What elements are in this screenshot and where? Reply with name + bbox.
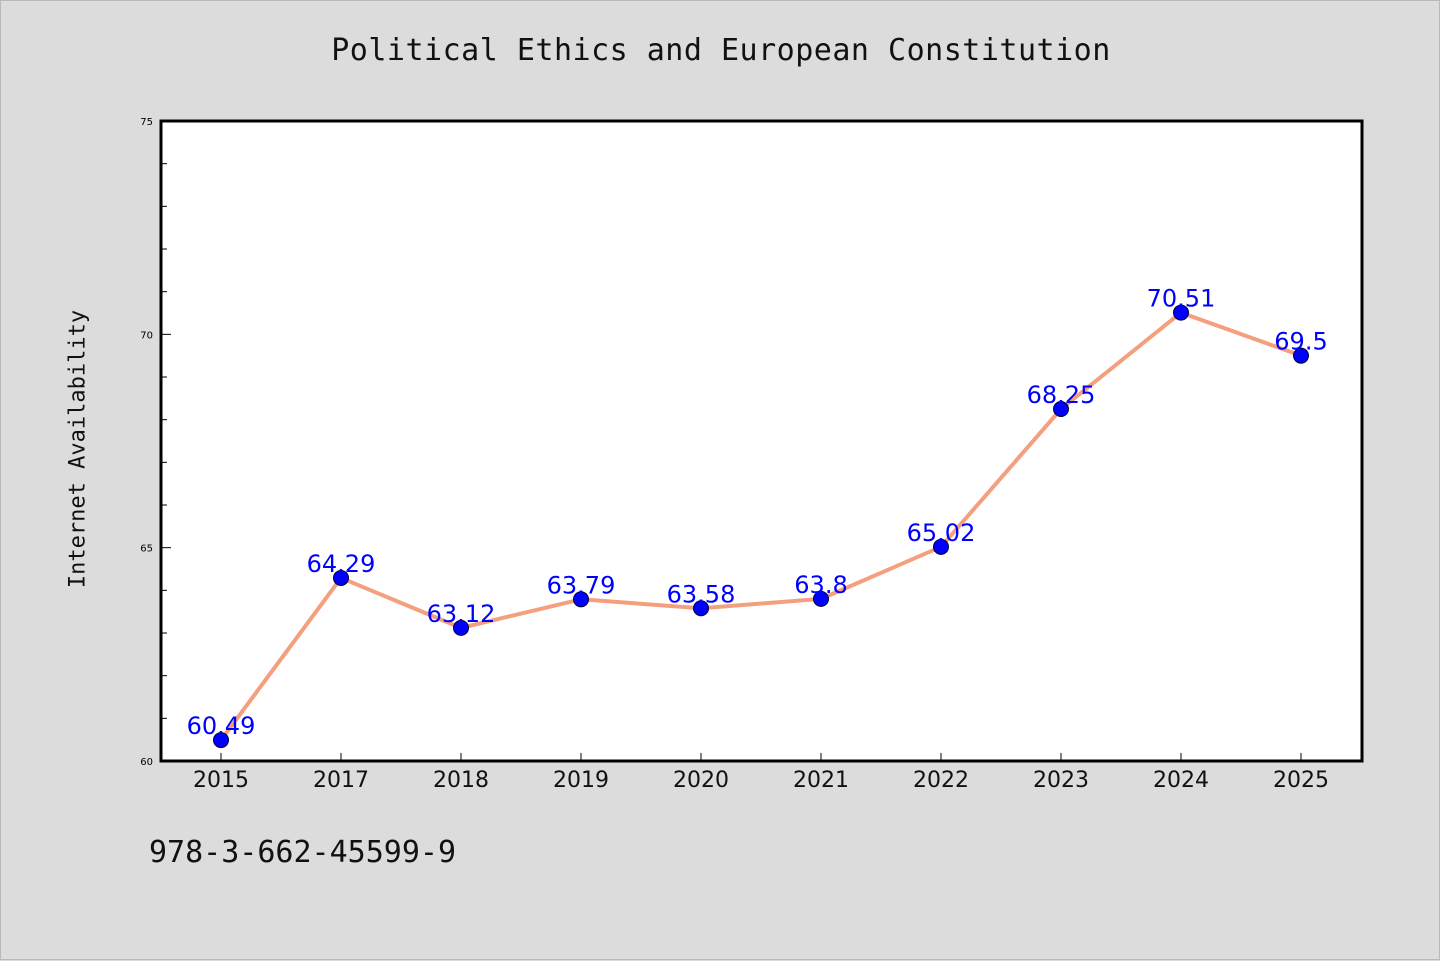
data-point (1173, 304, 1189, 321)
y-tick-label: 60 (140, 757, 153, 768)
data-label: 64.29 (307, 550, 376, 578)
y-tick-label: 70 (140, 330, 153, 341)
x-tick-label: 2019 (553, 768, 609, 793)
data-label: 70.51 (1147, 285, 1216, 313)
series-group: 60.49 64.29 63.12 63.79 63.58 63.8 65.02 68.25 7… (187, 285, 1328, 749)
data-point (453, 619, 469, 636)
x-tick-label: 2015 (193, 768, 249, 793)
data-point (213, 732, 229, 749)
x-tick-label: 2022 (913, 768, 969, 793)
x-tick-label: 2024 (1153, 768, 1209, 793)
data-point (333, 569, 349, 586)
data-label: 63.12 (427, 600, 496, 628)
data-point (1053, 401, 1069, 417)
y-tick-label: 75 (140, 117, 153, 128)
x-tick-label: 2023 (1033, 768, 1089, 793)
plot-area (159, 119, 1364, 763)
data-point (1293, 347, 1309, 364)
data-point (813, 590, 829, 607)
x-tick-label: 2021 (793, 768, 849, 793)
data-label: 69.5 (1274, 328, 1327, 356)
data-point (573, 591, 589, 608)
data-label: 63.79 (547, 571, 616, 599)
data-point (693, 600, 709, 617)
data-label: 60.49 (187, 712, 256, 740)
data-label: 63.58 (667, 580, 736, 608)
x-tick-label: 2020 (673, 768, 729, 793)
x-tick-label: 2017 (313, 768, 369, 793)
x-tick-label: 2018 (433, 768, 489, 793)
data-point (933, 538, 949, 555)
data-label: 63.8 (794, 571, 847, 599)
x-tick-label: 2025 (1273, 768, 1329, 793)
axes-group: 60 65 70 75 2015 2017 2018 2019 2020 2021 2022 2023… (140, 117, 1329, 793)
data-label: 68.25 (1027, 381, 1096, 409)
isbn-text: 978-3-662-45599-9 (149, 835, 457, 870)
series-line (219, 310, 1303, 743)
chart-title: Political Ethics and European Constituti… (331, 33, 1111, 68)
data-label: 65.02 (907, 519, 976, 547)
y-tick-label: 65 (140, 544, 153, 555)
